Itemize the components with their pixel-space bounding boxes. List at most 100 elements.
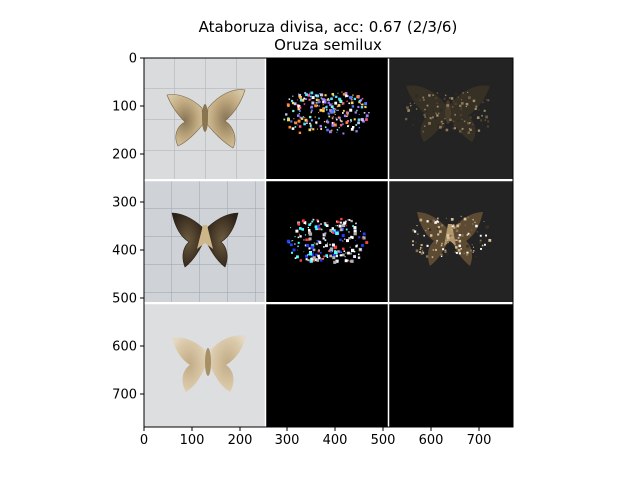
speckle: [295, 229, 299, 233]
speckle: [465, 102, 469, 106]
speckle: [455, 92, 458, 95]
speckle: [481, 244, 484, 247]
speckle: [319, 93, 321, 95]
speckle: [346, 113, 349, 116]
speckle: [461, 118, 463, 120]
svg-text:200: 200: [112, 148, 137, 163]
svg-text:300: 300: [112, 196, 137, 211]
speckle: [345, 111, 349, 114]
speckle: [481, 124, 483, 126]
speckle: [434, 116, 437, 120]
speckle: [338, 224, 342, 228]
speckle: [456, 224, 460, 228]
speckle: [341, 123, 344, 126]
speckle: [472, 223, 474, 225]
speckle: [360, 230, 361, 232]
speckle: [422, 130, 425, 133]
speckle: [325, 254, 328, 257]
speckle: [472, 99, 476, 103]
speckle: [306, 254, 309, 256]
speckle: [359, 102, 361, 104]
speckle: [338, 97, 341, 101]
speckle: [467, 122, 470, 125]
speckle: [308, 237, 312, 241]
speckle: [454, 113, 456, 116]
speckle: [467, 131, 470, 134]
speckle: [322, 107, 325, 110]
speckle: [441, 242, 443, 245]
speckle: [356, 95, 360, 99]
speckle: [419, 218, 423, 222]
svg-text:300: 300: [275, 433, 300, 448]
speckle: [324, 234, 326, 236]
speckle: [349, 108, 353, 112]
speckle: [429, 220, 432, 223]
speckle: [310, 123, 312, 125]
speckle: [320, 251, 322, 254]
panel-masked-row1: [389, 181, 513, 302]
speckle: [316, 94, 320, 98]
svg-text:700: 700: [467, 433, 492, 448]
speckle: [337, 92, 339, 94]
speckle: [467, 232, 470, 235]
speckle: [445, 128, 449, 132]
speckle: [440, 244, 443, 247]
svg-text:500: 500: [371, 433, 396, 448]
speckle: [362, 120, 365, 123]
speckle: [304, 244, 307, 247]
speckle: [365, 114, 369, 118]
speckle: [462, 92, 464, 94]
speckle: [317, 220, 320, 223]
speckle: [309, 115, 312, 119]
speckle: [425, 110, 428, 113]
speckle: [320, 223, 322, 225]
speckle: [323, 255, 326, 258]
speckle: [442, 248, 445, 251]
speckle: [327, 101, 330, 104]
speckle: [294, 236, 296, 238]
speckle: [324, 94, 327, 97]
speckle: [426, 244, 429, 247]
moth-image: [171, 212, 239, 268]
speckle: [348, 233, 350, 235]
speckle: [486, 225, 490, 229]
speckle: [333, 229, 336, 232]
speckle: [313, 252, 314, 254]
speckle: [450, 229, 452, 230]
panel-photo-row1: [144, 181, 265, 302]
speckle: [326, 119, 329, 122]
speckle: [345, 121, 349, 124]
speckle: [446, 240, 449, 244]
speckle: [319, 108, 323, 112]
speckle: [304, 92, 307, 94]
speckle: [358, 253, 360, 256]
speckle: [315, 98, 319, 102]
speckle: [436, 92, 439, 94]
speckle: [472, 218, 474, 221]
speckle: [454, 251, 457, 253]
speckle: [288, 125, 292, 129]
speckle: [319, 124, 322, 128]
speckle: [490, 113, 492, 115]
speckle: [453, 124, 456, 127]
figure-subtitle: Oruza semilux: [274, 36, 382, 54]
speckle: [336, 220, 338, 222]
speckle: [346, 239, 349, 243]
speckle: [339, 124, 343, 127]
speckle: [423, 234, 425, 237]
speckle: [301, 228, 304, 231]
speckle: [484, 119, 486, 121]
speckle: [455, 251, 458, 254]
speckle: [339, 228, 343, 232]
speckle: [350, 259, 354, 263]
speckle: [436, 105, 439, 108]
speckle: [409, 98, 412, 101]
speckle: [308, 232, 313, 236]
speckle: [306, 243, 310, 247]
svg-text:700: 700: [112, 388, 137, 403]
svg-text:100: 100: [180, 433, 205, 448]
speckle: [469, 249, 472, 252]
speckle: [331, 124, 335, 127]
svg-text:0: 0: [129, 52, 137, 67]
speckle: [287, 103, 290, 107]
